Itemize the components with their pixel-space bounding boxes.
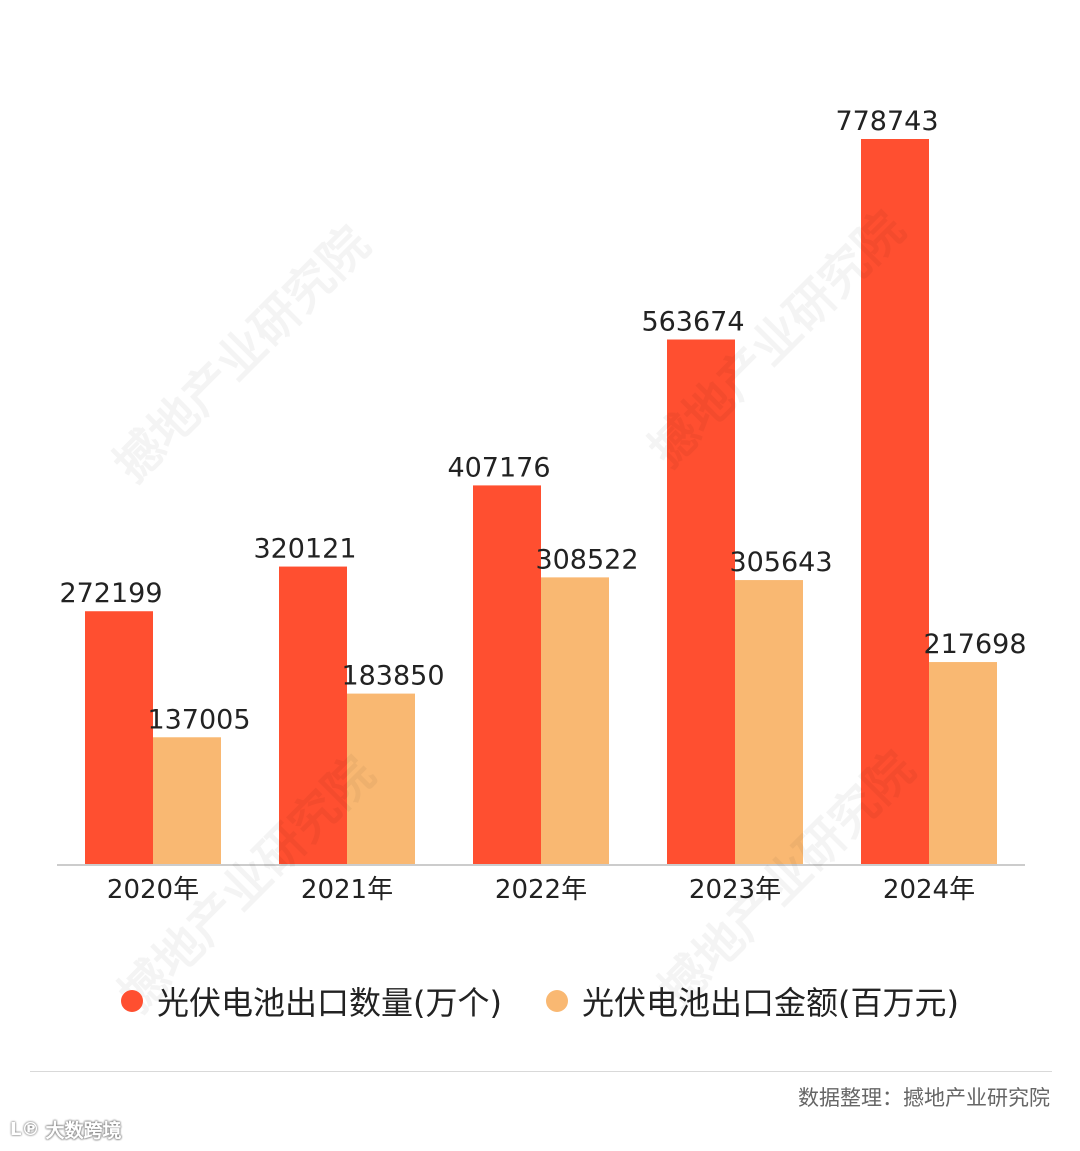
legend-dot-quantity bbox=[121, 990, 144, 1012]
x-tick-label-2021年: 2021年 bbox=[301, 875, 393, 905]
legend-item-quantity[interactable]: 光伏电池出口数量(万个) bbox=[121, 978, 502, 1024]
bar-amount-2021年 bbox=[347, 693, 415, 865]
bar-quantity-2022年 bbox=[473, 485, 541, 865]
value-label-quantity-2022年: 407176 bbox=[447, 452, 550, 483]
legend-label-amount: 光伏电池出口金额(百万元) bbox=[582, 984, 959, 1022]
brand-name: 大数跨境 bbox=[45, 1120, 122, 1142]
source-note: 数据整理：撼地产业研究院 bbox=[798, 1086, 1050, 1110]
value-label-amount-2024年: 217698 bbox=[923, 629, 1026, 660]
footer-divider bbox=[30, 1071, 1052, 1072]
bar-quantity-2021年 bbox=[279, 566, 347, 865]
value-label-quantity-2020年: 272199 bbox=[59, 578, 162, 609]
bar-amount-2024年 bbox=[929, 662, 997, 865]
bar-chart: 272199 137005 2020年 320121 183850 2021年 407176… bbox=[57, 106, 1027, 905]
legend-item-amount[interactable]: 光伏电池出口金额(百万元) bbox=[546, 978, 959, 1024]
bar-amount-2020年 bbox=[153, 737, 221, 865]
legend: 光伏电池出口数量(万个) 光伏电池出口金额(百万元) bbox=[0, 978, 1080, 1024]
legend-dot-amount bbox=[546, 990, 568, 1012]
bar-amount-2023年 bbox=[735, 580, 803, 865]
bars-layer bbox=[85, 139, 997, 866]
labels-layer: 272199 137005 2020年 320121 183850 2021年 407176… bbox=[59, 106, 1026, 905]
legend-label-quantity: 光伏电池出口数量(万个) bbox=[157, 984, 502, 1022]
value-label-amount-2022年: 308522 bbox=[535, 544, 638, 575]
x-tick-label-2020年: 2020年 bbox=[107, 875, 199, 905]
bar-quantity-2023年 bbox=[667, 339, 735, 866]
value-label-amount-2023年: 305643 bbox=[729, 547, 832, 578]
value-label-amount-2020年: 137005 bbox=[147, 704, 250, 735]
x-tick-label-2024年: 2024年 bbox=[883, 875, 975, 905]
value-label-amount-2021年: 183850 bbox=[341, 661, 444, 692]
x-tick-label-2023年: 2023年 bbox=[689, 875, 781, 905]
x-tick-label-2022年: 2022年 bbox=[495, 875, 587, 905]
value-label-quantity-2021年: 320121 bbox=[253, 534, 356, 565]
value-label-quantity-2023年: 563674 bbox=[641, 307, 744, 338]
value-label-quantity-2024年: 778743 bbox=[835, 106, 938, 137]
brand-watermark: L℗ 大数跨境 bbox=[10, 1116, 122, 1143]
bar-quantity-2020年 bbox=[85, 611, 153, 865]
bar-amount-2022年 bbox=[541, 577, 609, 865]
brand-logo-icon: L℗ bbox=[10, 1119, 40, 1140]
bar-quantity-2024年 bbox=[861, 139, 929, 865]
